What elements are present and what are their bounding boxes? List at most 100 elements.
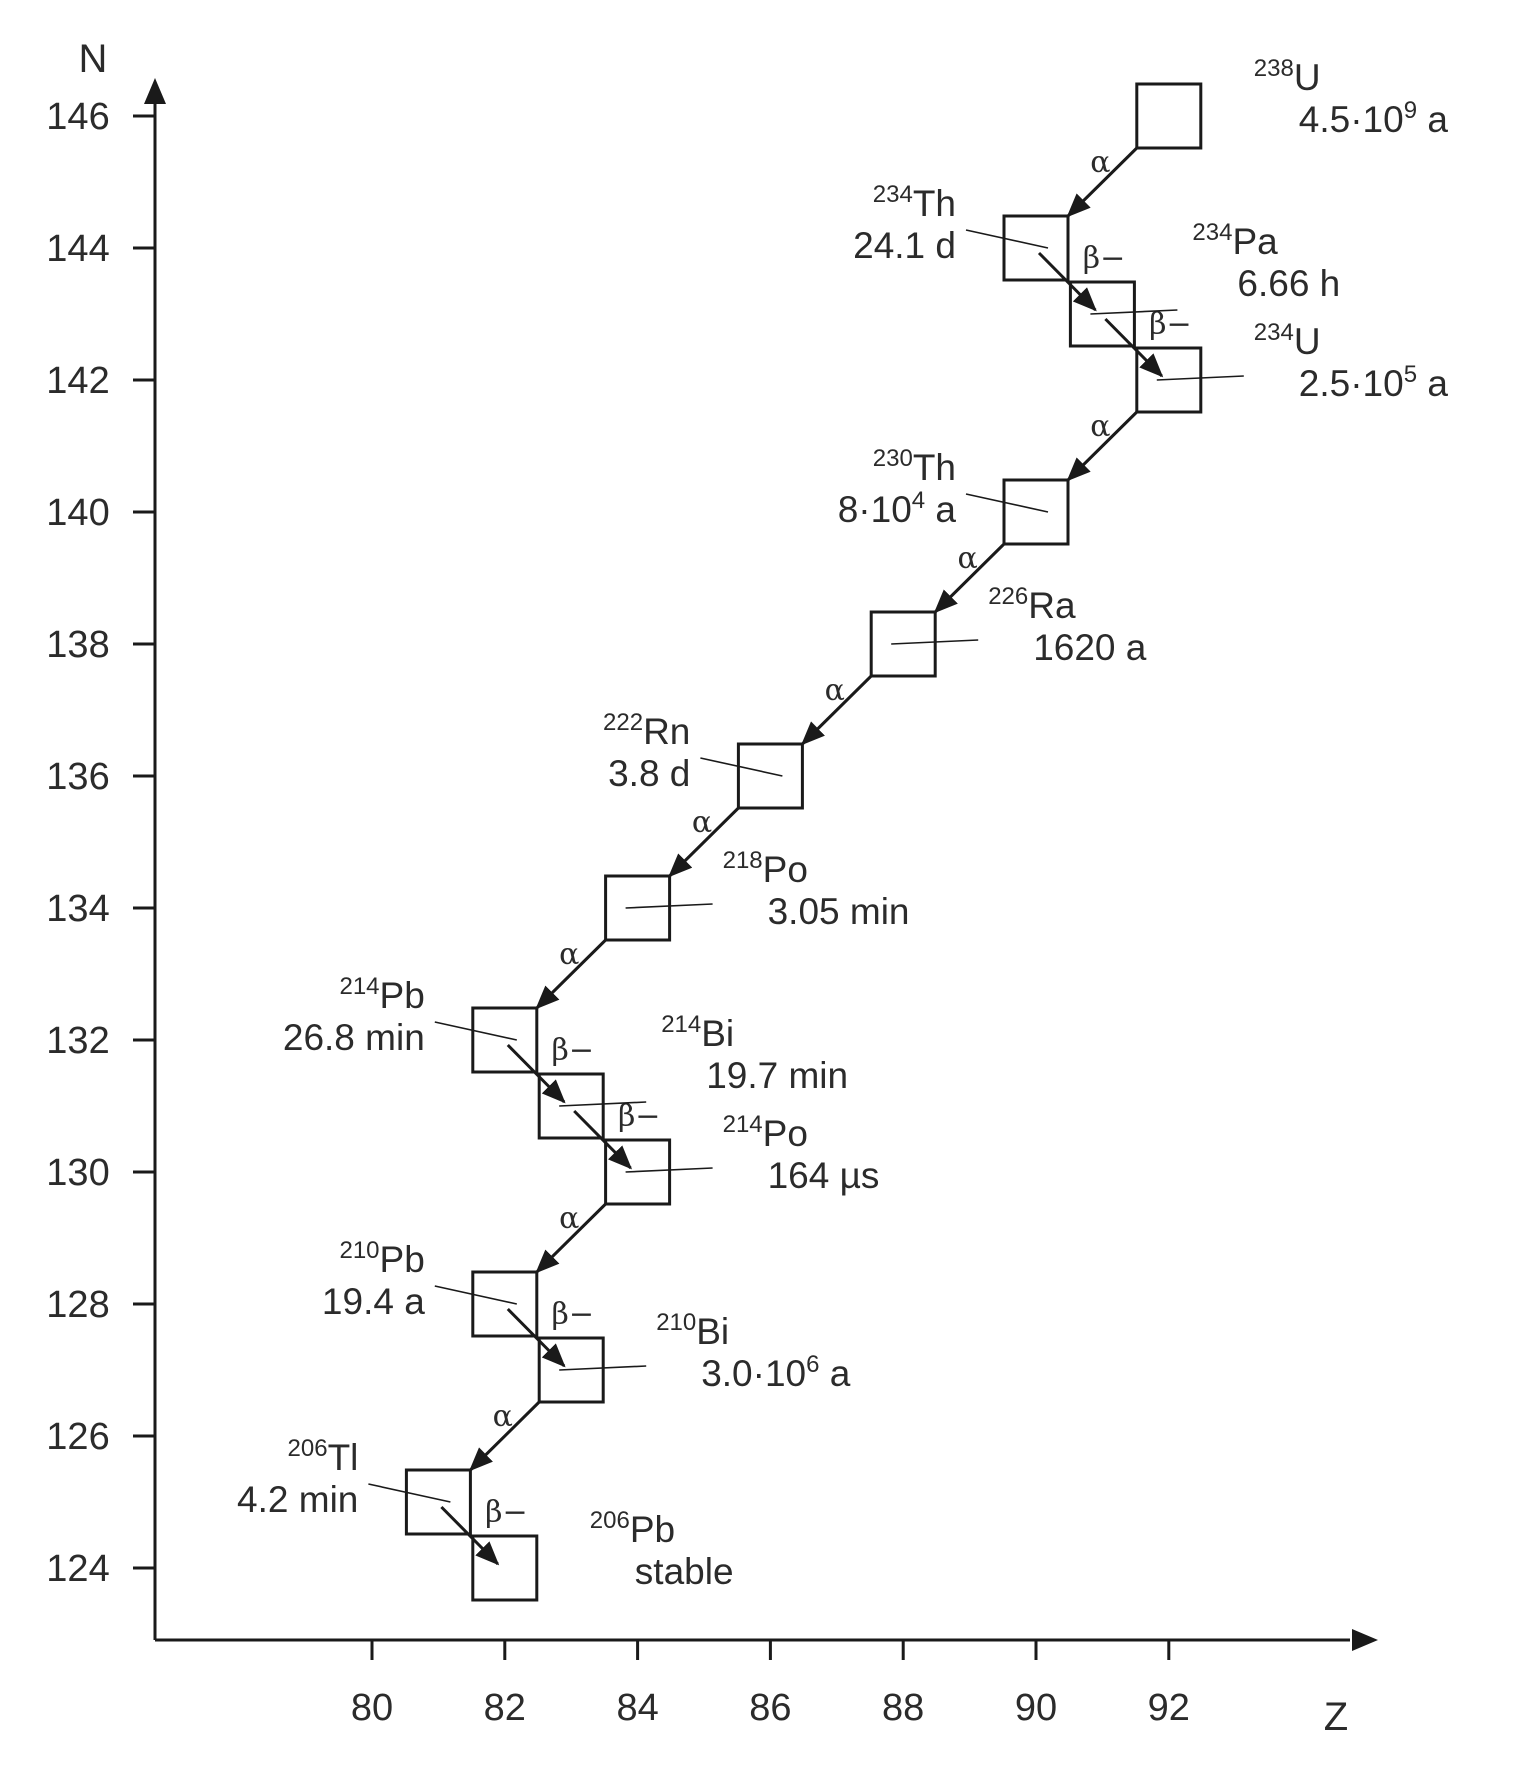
nuclide-name-tl206: 206Tl <box>288 1435 359 1478</box>
leader-line <box>1090 309 1178 315</box>
alpha-decay-arrow <box>668 806 740 878</box>
nuclide-name-th234: 234Th <box>873 181 956 224</box>
nuclide-name-po218: 218Po <box>723 847 808 890</box>
nuclide-name-u234: 234U <box>1254 319 1321 362</box>
beta-decay-label: β− <box>485 1495 527 1530</box>
nuclide-halflife-pb206: stable <box>635 1551 734 1592</box>
nuclide-halflife-rn222: 3.8 d <box>608 753 690 794</box>
alpha-decay-label: α <box>957 541 977 576</box>
nuclide-halflife-th234: 24.1 d <box>853 225 956 266</box>
alpha-decay-arrow <box>468 1400 541 1472</box>
beta-decay-label: β− <box>552 1297 594 1332</box>
nuclide-box-pb214 <box>471 1006 539 1074</box>
y-tick-label: 124 <box>46 1548 109 1590</box>
axes: N Z 124 126 128 130 132 134 136 138 140 142 144 146 80… <box>46 37 1378 1739</box>
nuclide-name-rn222: 222Rn <box>603 709 690 752</box>
nuclide-halflife-po218: 3.05 min <box>768 891 910 932</box>
alpha-decay-label: α <box>493 1399 513 1434</box>
nuclide-box-po214 <box>604 1138 672 1206</box>
nuclide-halflife-pb210: 19.4 a <box>322 1281 425 1322</box>
nuclide-name-ra226: 226Ra <box>988 583 1076 626</box>
leader-line <box>965 229 1049 249</box>
x-axis-title: Z <box>1324 1695 1348 1739</box>
beta-decay-label: β− <box>1083 241 1125 276</box>
y-tick-label: 146 <box>46 96 109 138</box>
y-tick-label: 128 <box>46 1284 109 1326</box>
alpha-decay-label: α <box>559 937 579 972</box>
nuclide-name-bi210: 210Bi <box>656 1309 729 1352</box>
nuclide-box-pb206 <box>471 1534 539 1602</box>
x-tick-label: 84 <box>616 1687 658 1729</box>
leader-line <box>434 1021 517 1041</box>
nuclide-name-pa234: 234Pa <box>1192 219 1278 262</box>
alpha-decay-arrow <box>800 674 873 746</box>
leader-line <box>625 1167 713 1173</box>
nuclide-halflife-tl206: 4.2 min <box>237 1479 358 1520</box>
x-tick-label: 86 <box>749 1687 791 1729</box>
alpha-decay-arrow <box>1066 410 1138 482</box>
y-tick-label: 144 <box>46 228 109 270</box>
leader-line <box>368 1483 451 1503</box>
nuclide-box-ra226 <box>869 610 937 678</box>
nuclide-box-th230 <box>1002 478 1070 546</box>
alpha-decay-label: α <box>559 1201 579 1236</box>
nuclide-halflife-ra226: 1620 a <box>1033 627 1147 668</box>
y-tick-label: 136 <box>46 756 109 798</box>
nuclide-box-th234 <box>1002 214 1070 282</box>
alpha-decay-arrow <box>1066 146 1138 218</box>
nuclide-box-bi210 <box>537 1336 605 1404</box>
nuclide-name-pb214: 214Pb <box>339 973 424 1016</box>
nuclide-box-u234 <box>1135 346 1203 414</box>
nuclide-name-pb210: 210Pb <box>339 1237 424 1280</box>
nuclide-halflife-pb214: 26.8 min <box>283 1017 425 1058</box>
leader-line <box>1156 375 1244 381</box>
decay-arrows: α β− β− α α α α α β− β− α β− α β− <box>440 145 1192 1566</box>
nuclide-name-bi214: 214Bi <box>661 1011 734 1054</box>
nuclide-name-th230: 230Th <box>873 445 956 488</box>
leader-line <box>625 903 713 909</box>
nuclide-box-bi214 <box>537 1072 605 1140</box>
alpha-decay-label: α <box>825 673 845 708</box>
leader-line <box>965 493 1049 513</box>
nuclide-name-po214: 214Po <box>723 1111 808 1154</box>
leader-line <box>891 639 979 645</box>
y-tick-label: 126 <box>46 1416 109 1458</box>
x-tick-label: 82 <box>484 1687 526 1729</box>
x-tick-label: 90 <box>1015 1687 1057 1729</box>
nuclide-name-u238: 238U <box>1254 55 1321 98</box>
y-tick-label: 132 <box>46 1020 109 1062</box>
alpha-decay-arrow <box>535 938 607 1010</box>
leader-line <box>434 1285 517 1305</box>
alpha-decay-label: α <box>1090 145 1110 180</box>
x-tick-label: 80 <box>351 1687 393 1729</box>
nuclide-halflife-th230: 8·104 a <box>838 487 957 530</box>
y-tick-label: 134 <box>46 888 109 930</box>
y-tick-label: 130 <box>46 1152 109 1194</box>
alpha-decay-arrow <box>535 1202 607 1274</box>
alpha-decay-label: α <box>692 805 712 840</box>
leader-line <box>559 1101 647 1107</box>
nuclide-halflife-u234: 2.5·105 a <box>1299 361 1449 404</box>
beta-decay-label: β− <box>552 1033 594 1068</box>
nuclide-halflife-bi210: 3.0·106 a <box>701 1351 851 1394</box>
x-axis-arrowhead <box>1352 1629 1378 1651</box>
nuclide-name-pb206: 206Pb <box>590 1507 675 1550</box>
alpha-decay-label: α <box>1090 409 1110 444</box>
alpha-decay-arrow <box>933 542 1006 614</box>
nuclide-halflife-po214: 164 µs <box>768 1155 880 1196</box>
y-tick-label: 140 <box>46 492 109 534</box>
nuclide-halflife-pa234: 6.66 h <box>1237 263 1340 304</box>
nuclide-box-u238 <box>1135 82 1203 150</box>
leader-line <box>700 757 783 777</box>
beta-decay-label: β− <box>618 1099 660 1134</box>
nuclide-halflife-bi214: 19.7 min <box>706 1055 848 1096</box>
y-tick-label: 142 <box>46 360 109 402</box>
nuclide-box-tl206 <box>404 1468 472 1536</box>
y-axis-title: N <box>79 37 108 81</box>
beta-decay-label: β− <box>1149 307 1191 342</box>
x-tick-label: 88 <box>882 1687 924 1729</box>
leader-line <box>559 1365 647 1371</box>
y-axis-arrowhead <box>144 78 166 104</box>
